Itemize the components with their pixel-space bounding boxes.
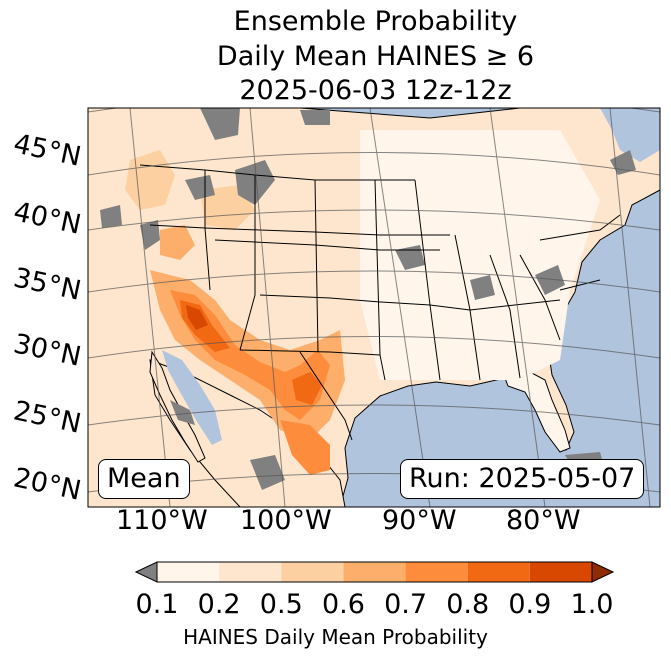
colorbar-tick-label: 0.6 [321,589,365,620]
title-line-3: 2025-06-03 12z-12z [239,75,512,106]
graticule [88,108,660,507]
colorbar-tick-label: 0.2 [197,589,241,620]
colorbar-tick-label: 0.9 [508,589,552,620]
northeast-water [600,108,660,162]
colorbar-under-arrow [134,561,158,583]
colorbar-over-arrow [591,561,615,583]
lon-label-110: 110°W [116,505,208,536]
colorbar-label: HAINES Daily Mean Probability [183,625,488,649]
colorbar-segment-1 [219,562,282,582]
title-line-2: Daily Mean HAINES ≥ 6 [216,41,535,72]
map-frame [87,107,661,508]
colorbar-tick-label: 0.5 [259,589,303,620]
colorbar-segment-3 [343,562,406,582]
colorbar-tick-label: 1.0 [570,589,614,620]
colorbar-tick-label: 0.8 [446,589,490,620]
colorbar-tick-label: 0.1 [135,589,179,620]
colorbar-segment-0 [157,562,220,582]
colorbar-segment-2 [281,562,344,582]
lon-label-90: 90°W [382,505,457,536]
colorbar-segment-6 [529,562,592,582]
panel-label: Mean [98,459,190,499]
state-boundaries [139,164,621,441]
probability-shading [100,108,636,490]
run-label: Run: 2025-05-07 [400,459,645,499]
colorbar [134,561,615,583]
gulf-of-california [162,350,222,445]
colorbar-segment-5 [467,562,530,582]
lon-label-80: 80°W [506,505,581,536]
lon-label-100: 100°W [240,505,332,536]
colorbar-segment-4 [405,562,468,582]
colorbar-tick-label: 0.7 [384,589,428,620]
title-line-1: Ensemble Probability [233,6,518,37]
